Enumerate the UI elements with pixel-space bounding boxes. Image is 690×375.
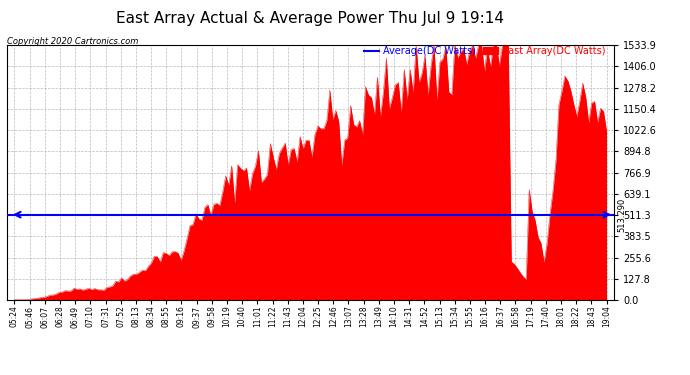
Text: 513.290: 513.290 (617, 198, 626, 232)
Legend: Average(DC Watts), East Array(DC Watts): Average(DC Watts), East Array(DC Watts) (360, 42, 609, 60)
Text: 513.290: 513.290 (0, 198, 2, 232)
Text: East Array Actual & Average Power Thu Jul 9 19:14: East Array Actual & Average Power Thu Ju… (117, 11, 504, 26)
Text: Copyright 2020 Cartronics.com: Copyright 2020 Cartronics.com (7, 38, 138, 46)
